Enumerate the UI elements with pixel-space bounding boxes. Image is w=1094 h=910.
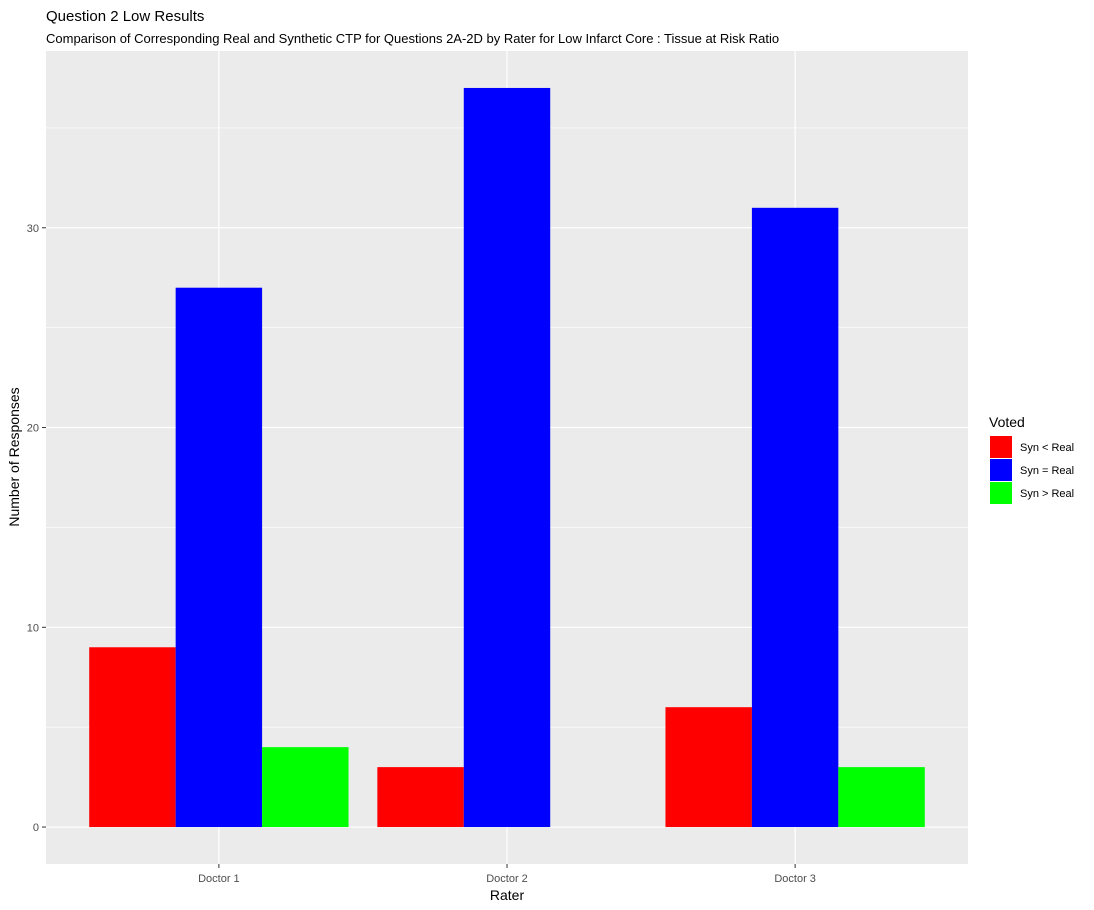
x-axis-title: Rater — [490, 887, 525, 903]
bar — [89, 647, 176, 828]
bar — [175, 287, 263, 828]
bar — [463, 87, 551, 828]
bar — [262, 747, 349, 828]
x-tick-label: Doctor 2 — [486, 873, 528, 885]
y-tick-label: 0 — [33, 822, 39, 834]
legend-swatch — [990, 459, 1012, 481]
y-tick-label: 10 — [27, 622, 39, 634]
legend-label: Syn < Real — [1020, 442, 1074, 454]
y-axis-title: Number of Responses — [6, 387, 22, 526]
bars — [89, 87, 925, 828]
legend: Voted Syn < Real Syn = Real Syn > Real — [989, 414, 1074, 504]
chart-subtitle: Comparison of Corresponding Real and Syn… — [46, 31, 779, 46]
y-tick-label: 20 — [27, 423, 39, 435]
x-tick-label: Doctor 3 — [774, 873, 816, 885]
y-tick-label: 30 — [27, 223, 39, 235]
legend-swatch — [990, 482, 1012, 504]
y-axis-ticks: 0 10 20 30 — [27, 223, 46, 834]
legend-title: Voted — [989, 414, 1025, 430]
x-axis-ticks: Doctor 1 Doctor 2 Doctor 3 — [198, 864, 816, 885]
bar — [665, 707, 752, 828]
legend-items: Syn < Real Syn = Real Syn > Real — [990, 436, 1074, 504]
chart-title: Question 2 Low Results — [46, 8, 204, 25]
bar — [377, 767, 464, 828]
legend-label: Syn = Real — [1020, 465, 1074, 477]
legend-swatch — [990, 436, 1012, 458]
x-tick-label: Doctor 1 — [198, 873, 240, 885]
bar — [838, 767, 925, 828]
bar — [751, 207, 839, 828]
legend-label: Syn > Real — [1020, 488, 1074, 500]
